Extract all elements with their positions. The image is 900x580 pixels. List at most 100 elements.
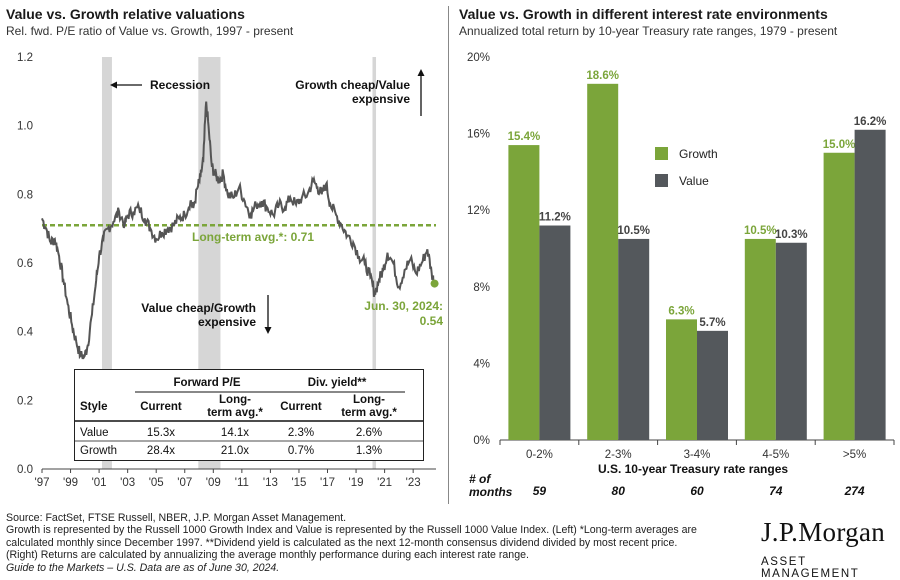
value-data-label: 5.7% xyxy=(699,317,725,329)
table-cell: 2.6% xyxy=(356,427,382,439)
left-xtick-label: '01 xyxy=(92,477,107,489)
table-cell: 15.3x xyxy=(147,427,175,439)
footnote-source: Source: FactSet, FTSE Russell, NBER, J.P… xyxy=(6,512,347,524)
value-legend-swatch xyxy=(655,174,668,187)
growth-bar xyxy=(744,238,776,440)
value-bar xyxy=(697,330,728,440)
current-date-label: Jun. 30, 2024: xyxy=(364,299,443,313)
growth-bar xyxy=(823,152,855,440)
right-category-label: 2-3% xyxy=(605,449,632,461)
left-ytick-label: 0.0 xyxy=(17,464,33,476)
right-category-label: 4-5% xyxy=(762,449,789,461)
value-data-label: 10.5% xyxy=(617,225,650,237)
left-xtick-label: '99 xyxy=(63,477,78,489)
months-count: 59 xyxy=(533,484,547,498)
left-ytick-label: 0.6 xyxy=(17,258,33,270)
right-chart-subtitle: Annualized total return by 10-year Treas… xyxy=(459,24,838,38)
footnote-returns: (Right) Returns are calculated by annual… xyxy=(6,549,529,562)
table-col-avg-yield-2: term avg.* xyxy=(341,407,397,419)
up-arrow-head xyxy=(417,69,425,76)
footnote-dividend: calculated monthly since December 1997. … xyxy=(6,536,678,549)
valuation-table: Forward P/E Div. yield** Style Current Long-… xyxy=(74,369,424,461)
current-value-marker xyxy=(430,279,439,288)
rate-environment-bar-chart: 0% 4% 8% 12% 16% 20% 15.4% 11.2% 0-2% 59 18.6% 10.5… xyxy=(467,52,895,499)
left-xtick-label: '19 xyxy=(349,477,364,489)
footnote-definitions: Growth is represented by the Russell 100… xyxy=(6,524,697,537)
left-ytick-label: 1.2 xyxy=(17,52,33,64)
right-ytick-label: 8% xyxy=(473,282,490,294)
right-ytick-label: 16% xyxy=(467,129,490,141)
table-grid: Forward P/E Div. yield** Style Current Long-… xyxy=(75,377,423,457)
table-cell: 1.3% xyxy=(356,445,382,457)
recession-label: Recession xyxy=(150,78,210,92)
table-cell: 14.1x xyxy=(221,427,249,439)
growth-legend-label: Growth xyxy=(679,147,718,161)
right-category-label: >5% xyxy=(843,449,866,461)
table-cell: 0.7% xyxy=(288,445,314,457)
left-xtick-label: '15 xyxy=(291,477,306,489)
left-xtick-label: '97 xyxy=(35,477,50,489)
right-category-label: 0-2% xyxy=(526,449,553,461)
table-col-current-yield: Current xyxy=(280,401,322,413)
footnote-guide: Guide to the Markets – U.S. Data are as … xyxy=(6,561,280,574)
table-col-avg-yield-1: Long- xyxy=(353,394,385,406)
right-category-label: 3-4% xyxy=(684,449,711,461)
left-ytick-label: 0.2 xyxy=(17,395,33,407)
growth-data-label: 10.5% xyxy=(744,225,777,237)
growth-data-label: 15.4% xyxy=(508,131,541,143)
right-ytick-label: 0% xyxy=(473,435,490,447)
left-xtick-label: '23 xyxy=(406,477,421,489)
months-label-1: # of xyxy=(469,472,491,486)
left-axes: 0.0 0.2 0.4 0.6 0.8 1.0 1.2 '97 '99 '01 '03 '05 '07 '… xyxy=(17,52,436,489)
panel-divider xyxy=(448,6,449,504)
left-xtick-label: '03 xyxy=(120,477,135,489)
left-ytick-label: 1.0 xyxy=(17,121,33,133)
asset-management-label: ASSET MANAGEMENT xyxy=(761,556,860,580)
recession-band-2 xyxy=(372,57,377,469)
right-ytick-label: 4% xyxy=(473,358,490,370)
months-count: 80 xyxy=(612,484,626,498)
left-ytick-label: 0.8 xyxy=(17,189,33,201)
long-term-avg-label: Long-term avg.*: 0.71 xyxy=(192,230,314,244)
months-label-2: months xyxy=(469,485,513,499)
table-group-header-pe: Forward P/E xyxy=(173,377,240,389)
value-bar xyxy=(775,242,807,440)
growth-data-label: 6.3% xyxy=(668,305,694,317)
left-xtick-label: '21 xyxy=(377,477,392,489)
left-xtick-label: '13 xyxy=(263,477,278,489)
table-col-current-pe: Current xyxy=(140,401,182,413)
down-arrow-head xyxy=(264,327,272,334)
value-bar xyxy=(618,238,650,440)
growth-bar xyxy=(666,319,697,440)
value-cheap-label-2: expensive xyxy=(198,315,256,329)
left-annotations: Recession Growth cheap/Value expensiveValu… xyxy=(110,69,443,334)
left-xtick-label: '07 xyxy=(177,477,192,489)
right-ytick-label: 12% xyxy=(467,205,490,217)
right-chart-title: Value vs. Growth in different interest r… xyxy=(459,6,828,22)
growth-legend-swatch xyxy=(655,147,668,160)
recession-band-0 xyxy=(101,57,112,469)
growth-data-label: 18.6% xyxy=(586,70,619,82)
left-xtick-label: '17 xyxy=(320,477,335,489)
table-cell-style: Value xyxy=(80,427,109,439)
value-cheap-label-1: Value cheap/Growth xyxy=(141,301,256,315)
months-count: 60 xyxy=(690,484,704,498)
growth-data-label: 15.0% xyxy=(823,139,856,151)
footnotes: Source: FactSet, FTSE Russell, NBER, J.P… xyxy=(6,512,697,574)
table-col-avg-pe-1: Long- xyxy=(219,394,251,406)
current-value-label: 0.54 xyxy=(420,314,444,328)
left-ytick-label: 0.4 xyxy=(17,327,34,339)
table-cell-style: Growth xyxy=(80,445,117,457)
left-xtick-label: '05 xyxy=(149,477,164,489)
table-group-header-yield: Div. yield** xyxy=(308,377,367,389)
left-xtick-label: '11 xyxy=(235,477,249,489)
left-xtick-label: '09 xyxy=(206,477,221,489)
value-data-label: 16.2% xyxy=(854,116,887,128)
months-count: 274 xyxy=(844,484,865,498)
left-chart-title: Value vs. Growth relative valuations xyxy=(6,6,245,22)
left-chart-subtitle: Rel. fwd. P/E ratio of Value vs. Growth,… xyxy=(6,24,294,38)
recession-arrow-head xyxy=(110,81,117,89)
right-ytick-label: 20% xyxy=(467,52,490,64)
growth-cheap-label-1: Growth cheap/Value xyxy=(295,78,410,92)
value-bar xyxy=(854,129,886,440)
